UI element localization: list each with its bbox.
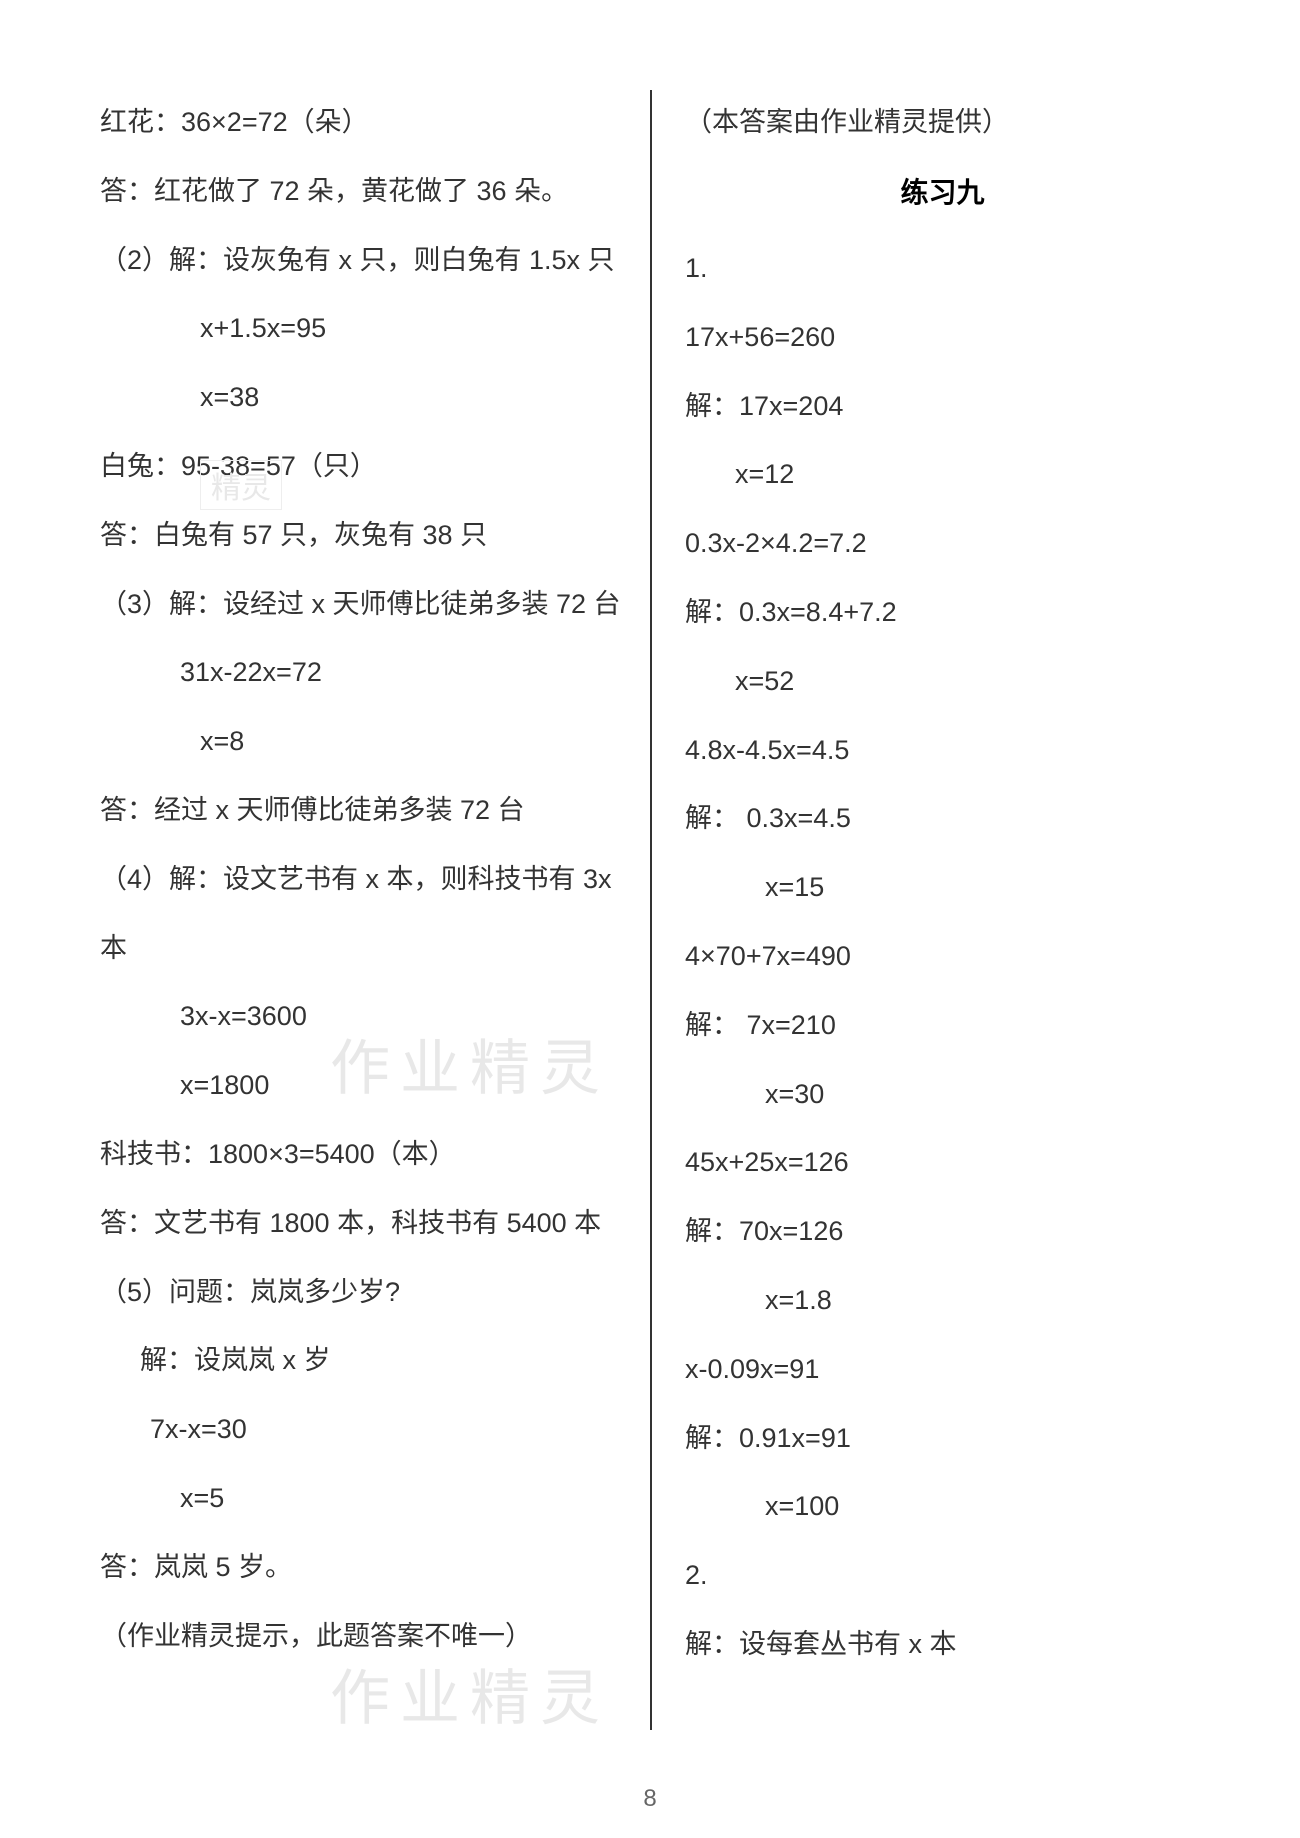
- text-line: x=15: [685, 855, 1200, 920]
- text-line: 本: [100, 916, 615, 981]
- text-line: 0.3x-2×4.2=7.2: [685, 511, 1200, 576]
- text-line: 45x+25x=126: [685, 1130, 1200, 1195]
- text-line: 7x-x=30: [100, 1397, 615, 1462]
- text-line: （作业精灵提示，此题答案不唯一）: [100, 1604, 615, 1669]
- provider-note: （本答案由作业精灵提供）: [685, 90, 1200, 155]
- text-line: 解：设岚岚 x 岁: [100, 1328, 615, 1393]
- text-line: 解：0.3x=8.4+7.2: [685, 580, 1200, 645]
- text-line: 红花：36×2=72（朵）: [100, 90, 615, 155]
- text-line: 解：70x=126: [685, 1199, 1200, 1264]
- text-line: （4）解：设文艺书有 x 本，则科技书有 3x: [100, 847, 615, 912]
- text-line: 解： 0.3x=4.5: [685, 786, 1200, 851]
- text-line: 答：红花做了 72 朵，黄花做了 36 朵。: [100, 159, 615, 224]
- text-line: x=30: [685, 1062, 1200, 1127]
- section-title: 练习九: [685, 159, 1200, 226]
- right-column: （本答案由作业精灵提供） 练习九 1.17x+56=260解：17x=204x=…: [650, 90, 1220, 1798]
- text-line: x=100: [685, 1474, 1200, 1539]
- text-line: 3x-x=3600: [100, 984, 615, 1049]
- text-line: 4.8x-4.5x=4.5: [685, 718, 1200, 783]
- text-line: x=52: [685, 649, 1200, 714]
- text-line: 白兔：95-38=57（只）: [100, 434, 615, 499]
- text-line: x=8: [100, 709, 615, 774]
- text-line: 1.: [685, 236, 1200, 301]
- text-line: x=38: [100, 365, 615, 430]
- page-container: 精灵 作业精灵 作业精灵 红花：36×2=72（朵）答：红花做了 72 朵，黄花…: [80, 90, 1220, 1798]
- text-line: （3）解：设经过 x 天师傅比徒弟多装 72 台: [100, 572, 615, 637]
- text-line: 4×70+7x=490: [685, 924, 1200, 989]
- text-line: 科技书：1800×3=5400（本）: [100, 1122, 615, 1187]
- text-line: 答：经过 x 天师傅比徒弟多装 72 台: [100, 778, 615, 843]
- text-line: 答：岚岚 5 岁。: [100, 1535, 615, 1600]
- text-line: x=1.8: [685, 1268, 1200, 1333]
- left-column: 红花：36×2=72（朵）答：红花做了 72 朵，黄花做了 36 朵。（2）解：…: [80, 90, 650, 1798]
- text-line: 解：设每套丛书有 x 本: [685, 1612, 1200, 1677]
- text-line: x-0.09x=91: [685, 1337, 1200, 1402]
- text-line: （5）问题：岚岚多少岁?: [100, 1260, 615, 1325]
- text-line: 解：0.91x=91: [685, 1406, 1200, 1471]
- text-line: 解：17x=204: [685, 374, 1200, 439]
- text-line: 17x+56=260: [685, 305, 1200, 370]
- text-line: 答：白兔有 57 只，灰兔有 38 只: [100, 503, 615, 568]
- text-line: 答：文艺书有 1800 本，科技书有 5400 本: [100, 1191, 615, 1256]
- text-line: x=12: [685, 442, 1200, 507]
- page-number: 8: [643, 1785, 656, 1813]
- text-line: （2）解：设灰兔有 x 只，则白兔有 1.5x 只: [100, 228, 615, 293]
- text-line: 31x-22x=72: [100, 640, 615, 705]
- text-line: x=5: [100, 1466, 615, 1531]
- text-line: 解： 7x=210: [685, 993, 1200, 1058]
- column-divider: [650, 90, 652, 1730]
- text-line: x=1800: [100, 1053, 615, 1118]
- text-line: 2.: [685, 1543, 1200, 1608]
- text-line: x+1.5x=95: [100, 296, 615, 361]
